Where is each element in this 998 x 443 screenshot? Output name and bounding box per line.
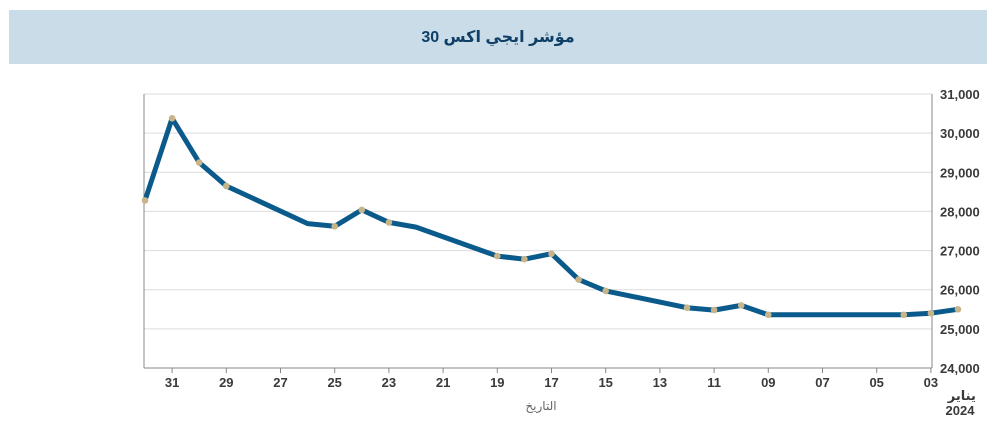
data-point[interactable] xyxy=(195,159,203,166)
series-line xyxy=(142,115,961,318)
data-point[interactable] xyxy=(575,276,582,283)
data-point[interactable] xyxy=(223,182,230,190)
data-point[interactable] xyxy=(168,114,176,122)
gridlines xyxy=(144,93,932,330)
y-tick-label: 28,000 xyxy=(940,204,980,219)
data-point[interactable] xyxy=(683,304,691,312)
axes xyxy=(143,94,933,369)
data-point[interactable] xyxy=(548,250,555,258)
x-tick-label: 09 xyxy=(761,375,775,390)
data-point[interactable] xyxy=(521,255,528,263)
data-point[interactable] xyxy=(494,252,501,260)
x-tick-label: 07 xyxy=(815,375,829,390)
data-point[interactable] xyxy=(954,305,962,313)
x-tick-label: 27 xyxy=(273,375,287,390)
data-point[interactable] xyxy=(900,311,908,319)
y-tick-label: 24,000 xyxy=(940,361,980,376)
x-tick-label: 17 xyxy=(544,375,558,390)
x-tick-label: 03 xyxy=(924,375,938,390)
data-point[interactable] xyxy=(331,223,339,230)
data-point[interactable] xyxy=(765,311,772,319)
data-point[interactable] xyxy=(927,309,935,317)
data-point[interactable] xyxy=(710,306,718,314)
period-month: يناير xyxy=(947,388,976,403)
x-tick-label: 11 xyxy=(707,375,721,390)
y-tick-labels: 24,000 25,000 26,000 27,000 28,000 29,000 30,0… xyxy=(940,87,980,376)
chart-title-bar: مؤشر ايجي اكس 30 xyxy=(9,10,987,64)
period-label: يناير 2024 xyxy=(944,388,976,418)
x-tick-label: 15 xyxy=(598,375,612,390)
data-point[interactable] xyxy=(141,197,149,204)
series-line-group xyxy=(142,115,961,318)
data-point[interactable] xyxy=(358,206,366,214)
y-tick-label: 30,000 xyxy=(940,126,980,141)
y-tick-label: 27,000 xyxy=(940,244,980,259)
x-tick-label: 19 xyxy=(490,375,504,390)
data-point[interactable] xyxy=(737,302,745,309)
x-tick-label: 29 xyxy=(219,375,233,390)
y-tick-label: 26,000 xyxy=(940,283,980,298)
x-tick-label: 05 xyxy=(869,375,883,390)
x-tick-label: 13 xyxy=(653,375,667,390)
x-tick-label: 21 xyxy=(436,375,450,390)
chart-title: مؤشر ايجي اكس 30 xyxy=(421,29,575,46)
x-tick-label: 23 xyxy=(382,375,396,390)
data-point[interactable] xyxy=(385,219,393,226)
period-year: 2024 xyxy=(946,403,976,418)
x-axis-label: التاريخ xyxy=(525,399,556,414)
y-tick-label: 29,000 xyxy=(940,165,980,180)
y-tick-label: 25,000 xyxy=(940,322,980,337)
x-tick-labels: 31 29 27 25 23 21 19 17 15 13 11 09 07 05 03 xyxy=(165,368,938,390)
data-point-markers xyxy=(141,114,962,319)
data-point[interactable] xyxy=(602,287,609,295)
x-tick-label: 25 xyxy=(327,375,341,390)
x-tick-label: 31 xyxy=(165,375,179,390)
y-tick-label: 31,000 xyxy=(940,87,980,102)
